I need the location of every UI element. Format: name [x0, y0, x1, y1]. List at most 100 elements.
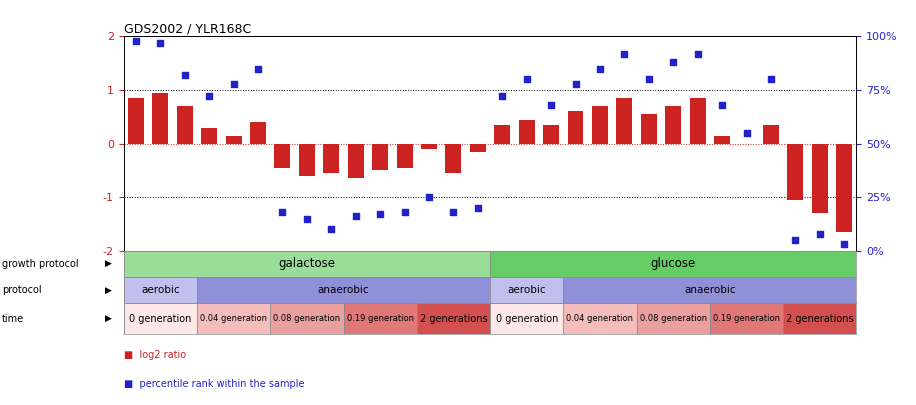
- Text: protocol: protocol: [2, 285, 41, 295]
- Point: [691, 50, 705, 57]
- Bar: [490, 277, 563, 303]
- Point: [641, 76, 656, 83]
- Text: anaerobic: anaerobic: [684, 285, 736, 295]
- Point: [398, 209, 412, 215]
- Bar: [592, 106, 608, 144]
- Point: [495, 93, 509, 100]
- Bar: [714, 136, 730, 144]
- Text: growth protocol: growth protocol: [2, 259, 79, 269]
- Text: 0 generation: 0 generation: [129, 313, 191, 324]
- Point: [446, 209, 461, 215]
- Point: [544, 102, 559, 108]
- Bar: [124, 277, 197, 303]
- Text: glucose: glucose: [650, 257, 696, 271]
- Bar: [177, 106, 192, 144]
- Bar: [763, 125, 779, 144]
- Bar: [128, 98, 144, 144]
- Bar: [641, 114, 657, 144]
- Bar: [783, 303, 856, 334]
- Point: [226, 80, 241, 87]
- Text: time: time: [2, 313, 24, 324]
- Text: 2 generations: 2 generations: [786, 313, 854, 324]
- Bar: [344, 303, 417, 334]
- Bar: [690, 98, 705, 144]
- Point: [788, 237, 802, 243]
- Bar: [348, 144, 364, 179]
- Point: [714, 102, 729, 108]
- Bar: [812, 144, 828, 213]
- Point: [153, 40, 168, 46]
- Text: 0.19 generation: 0.19 generation: [713, 314, 780, 323]
- Bar: [788, 144, 803, 200]
- Text: ▶: ▶: [104, 314, 112, 323]
- Bar: [421, 144, 437, 149]
- Bar: [323, 144, 339, 173]
- Bar: [543, 125, 559, 144]
- Point: [348, 213, 363, 220]
- Bar: [495, 125, 510, 144]
- Point: [593, 65, 607, 72]
- Point: [300, 215, 314, 222]
- Text: galactose: galactose: [278, 257, 335, 271]
- Point: [128, 38, 143, 44]
- Point: [617, 50, 632, 57]
- Text: 0.08 generation: 0.08 generation: [273, 314, 341, 323]
- Point: [568, 80, 583, 87]
- Bar: [124, 303, 197, 334]
- Bar: [197, 303, 270, 334]
- Bar: [299, 144, 315, 176]
- Text: ▶: ▶: [104, 259, 112, 269]
- Bar: [490, 251, 856, 277]
- Bar: [202, 128, 217, 144]
- Bar: [616, 98, 632, 144]
- Point: [324, 226, 339, 232]
- Text: 0.04 generation: 0.04 generation: [200, 314, 267, 323]
- Point: [519, 76, 534, 83]
- Bar: [275, 144, 290, 168]
- Text: 2 generations: 2 generations: [420, 313, 487, 324]
- Text: 0.08 generation: 0.08 generation: [639, 314, 707, 323]
- Point: [739, 130, 754, 136]
- Bar: [152, 93, 169, 144]
- Text: GDS2002 / YLR168C: GDS2002 / YLR168C: [124, 22, 251, 35]
- Bar: [470, 144, 485, 151]
- Text: aerobic: aerobic: [141, 285, 180, 295]
- Bar: [836, 144, 852, 232]
- Text: ▶: ▶: [104, 286, 112, 294]
- Text: anaerobic: anaerobic: [318, 285, 369, 295]
- Point: [421, 194, 436, 200]
- Point: [471, 205, 485, 211]
- Bar: [417, 303, 490, 334]
- Point: [812, 230, 827, 237]
- Point: [373, 211, 387, 217]
- Text: 0 generation: 0 generation: [496, 313, 558, 324]
- Bar: [563, 277, 856, 303]
- Bar: [637, 303, 710, 334]
- Point: [764, 76, 779, 83]
- Bar: [563, 303, 637, 334]
- Text: aerobic: aerobic: [507, 285, 546, 295]
- Bar: [250, 122, 266, 144]
- Bar: [710, 303, 783, 334]
- Point: [202, 93, 216, 100]
- Point: [178, 72, 192, 78]
- Point: [666, 59, 681, 66]
- Bar: [124, 251, 490, 277]
- Bar: [372, 144, 388, 171]
- Bar: [445, 144, 462, 173]
- Point: [837, 241, 852, 247]
- Bar: [568, 111, 583, 144]
- Bar: [518, 119, 535, 144]
- Text: ■  log2 ratio: ■ log2 ratio: [124, 350, 186, 360]
- Bar: [490, 303, 563, 334]
- Point: [275, 209, 289, 215]
- Bar: [665, 106, 682, 144]
- Bar: [270, 303, 344, 334]
- Bar: [225, 136, 242, 144]
- Bar: [397, 144, 412, 168]
- Text: 0.04 generation: 0.04 generation: [566, 314, 634, 323]
- Text: 0.19 generation: 0.19 generation: [346, 314, 414, 323]
- Point: [251, 65, 266, 72]
- Text: ■  percentile rank within the sample: ■ percentile rank within the sample: [124, 379, 304, 389]
- Bar: [197, 277, 490, 303]
